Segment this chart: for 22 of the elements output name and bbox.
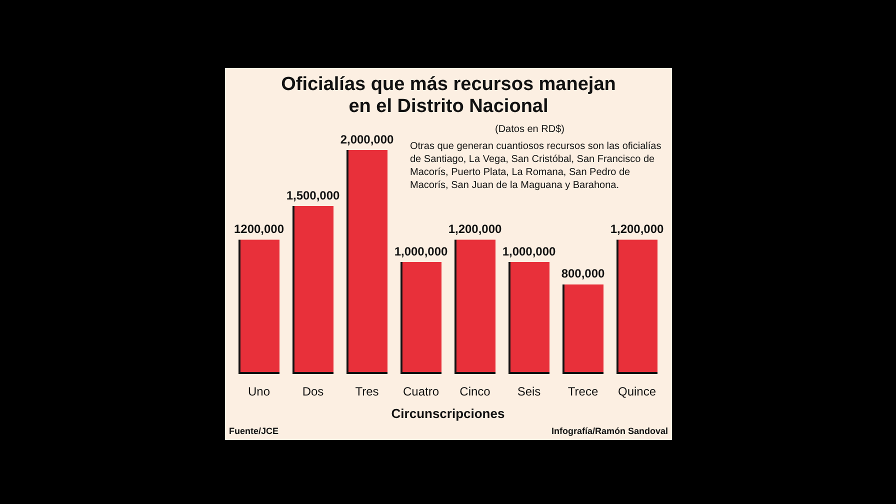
x-tick-label: Trece	[568, 384, 598, 399]
data-label: 1,200,000	[610, 222, 664, 236]
chart-title: Oficialías que más recursos manejan en el Distrito Nacional	[280, 74, 617, 118]
data-label: 1,000,000	[394, 244, 448, 258]
text: (Datos en RD$)	[495, 124, 564, 135]
text: Infografía/Ramón Sandoval	[551, 426, 668, 436]
annotation: Otras que generan cuantiosos recursos son las oficialías de Santiago, La Vega, San Cristóbal, San Francisco de Macorís, Puerto Plata, La Romana, San Pedro de Macorís, San Juan de la Maguana y Barahona.	[410, 140, 662, 192]
source-note: Fuente/JCE	[229, 426, 279, 436]
x-tick-label: Tres	[355, 384, 379, 399]
data-label: 1200,000	[234, 222, 284, 236]
data-label: 1,200,000	[448, 222, 502, 236]
x-axis-title: Circunscripciones	[391, 406, 505, 421]
data-label: 2,000,000	[340, 132, 394, 146]
x-tick-label: Uno	[248, 384, 270, 399]
x-tick-label: Cinco	[460, 384, 491, 399]
x-tick-label: Cuatro	[402, 384, 440, 399]
x-tick-label: Seis	[517, 384, 541, 399]
data-label: 1,000,000	[502, 244, 556, 258]
x-tick-label: Dos	[302, 384, 324, 399]
x-tick-label: Quince	[618, 384, 656, 399]
data-label: 1,500,000	[286, 188, 340, 202]
data-label: 800,000	[561, 266, 606, 281]
